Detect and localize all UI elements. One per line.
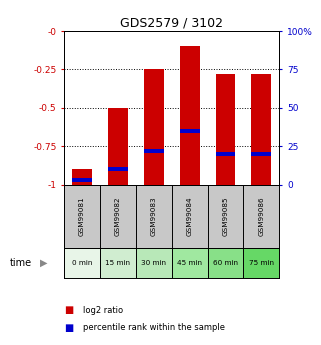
Bar: [251, 152, 271, 156]
Text: 45 min: 45 min: [177, 260, 202, 266]
Text: ▶: ▶: [39, 258, 47, 268]
Title: GDS2579 / 3102: GDS2579 / 3102: [120, 17, 223, 30]
Bar: [108, 167, 128, 171]
Text: 0 min: 0 min: [72, 260, 92, 266]
Bar: [72, 169, 92, 185]
Bar: [100, 248, 136, 278]
Text: GSM99086: GSM99086: [258, 197, 265, 236]
Text: ■: ■: [64, 306, 74, 315]
Bar: [108, 108, 128, 185]
Text: log2 ratio: log2 ratio: [83, 306, 124, 315]
Bar: [64, 248, 100, 278]
Text: 15 min: 15 min: [106, 260, 130, 266]
Bar: [172, 248, 208, 278]
Bar: [136, 248, 172, 278]
Bar: [251, 74, 271, 185]
Text: GSM99081: GSM99081: [79, 197, 85, 236]
Bar: [144, 69, 164, 185]
Text: 60 min: 60 min: [213, 260, 238, 266]
Text: GSM99084: GSM99084: [187, 197, 193, 236]
Text: percentile rank within the sample: percentile rank within the sample: [83, 323, 225, 332]
Text: GSM99083: GSM99083: [151, 197, 157, 236]
Bar: [243, 248, 279, 278]
Bar: [144, 149, 164, 153]
Text: GSM99085: GSM99085: [222, 197, 229, 236]
Bar: [180, 47, 200, 185]
Text: 75 min: 75 min: [249, 260, 274, 266]
Text: GSM99082: GSM99082: [115, 197, 121, 236]
Bar: [208, 248, 243, 278]
Bar: [72, 178, 92, 182]
Bar: [216, 74, 235, 185]
Bar: [180, 129, 200, 133]
Text: time: time: [10, 258, 32, 268]
Text: 30 min: 30 min: [141, 260, 166, 266]
Text: ■: ■: [64, 323, 74, 333]
Bar: [216, 152, 235, 156]
